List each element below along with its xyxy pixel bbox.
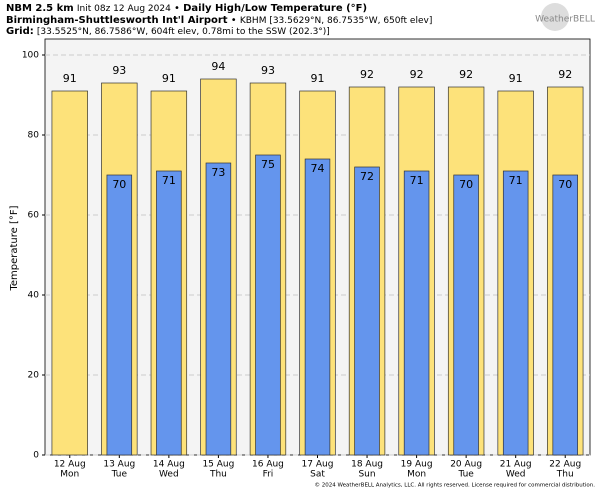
low-value-label: 70 xyxy=(558,178,572,191)
x-tick-label: Thu xyxy=(209,470,227,480)
x-tick-label: 22 Aug xyxy=(549,460,581,470)
separator: • xyxy=(231,15,237,26)
header-line-2: Birmingham-Shuttlesworth Int'l Airport •… xyxy=(6,15,432,26)
x-tick-label: 17 Aug xyxy=(302,460,334,470)
x-tick-label: 16 Aug xyxy=(252,460,284,470)
y-tick-label: 20 xyxy=(28,371,40,381)
y-tick-label: 40 xyxy=(28,291,40,301)
high-bar xyxy=(51,90,88,456)
high-value-label: 93 xyxy=(261,64,275,77)
x-tick-label: Fri xyxy=(263,470,274,480)
x-tick-label: 12 Aug xyxy=(54,460,86,470)
grid-info: [33.5525°N, 86.7586°W, 604ft elev, 0.78m… xyxy=(37,27,330,37)
low-value-label: 74 xyxy=(311,162,325,175)
x-tick-label: Tue xyxy=(111,470,128,480)
footer: © 2024 WeatherBELL Analytics, LLC. All r… xyxy=(315,482,596,489)
logo-mark xyxy=(541,3,569,31)
x-tick-label: Mon xyxy=(407,470,426,480)
low-bar xyxy=(106,174,133,456)
low-value-label: 71 xyxy=(509,174,523,187)
low-bar xyxy=(552,174,578,456)
low-bar xyxy=(255,154,281,456)
low-value-label: 71 xyxy=(162,174,176,187)
station-info: KBHM [33.5629°N, 86.7535°W, 650ft elev] xyxy=(240,16,432,26)
low-bar xyxy=(156,170,182,456)
high-value-label: 93 xyxy=(112,64,126,77)
x-tick-label: 19 Aug xyxy=(401,460,433,470)
header-line-3: Grid: [33.5525°N, 86.7586°W, 604ft elev,… xyxy=(6,26,330,37)
high-value-label: 91 xyxy=(162,72,176,85)
x-tick-label: Thu xyxy=(556,470,574,480)
y-tick-label: 0 xyxy=(33,451,39,461)
logo: WeatherBELL xyxy=(535,15,595,25)
low-value-label: 73 xyxy=(211,166,225,179)
chart-title: Daily High/Low Temperature (°F) xyxy=(183,3,367,14)
x-tick-label: 14 Aug xyxy=(153,460,185,470)
x-tick-label: 20 Aug xyxy=(450,460,482,470)
station: Birmingham-Shuttlesworth Int'l Airport xyxy=(6,15,228,26)
grid-label: Grid: xyxy=(6,26,34,37)
low-bar xyxy=(304,158,331,456)
high-value-label: 92 xyxy=(410,68,424,81)
low-value-label: 70 xyxy=(112,178,126,191)
separator: • xyxy=(174,3,180,14)
low-bar xyxy=(502,170,529,456)
y-axis-label: Temperature [°F] xyxy=(9,205,20,291)
header-line-1: NBM 2.5 km Init 08z 12 Aug 2024 • Daily … xyxy=(6,3,367,14)
x-tick-label: Sat xyxy=(310,470,325,480)
x-tick-label: 13 Aug xyxy=(103,460,135,470)
x-tick-label: Mon xyxy=(60,470,79,480)
low-bar xyxy=(205,162,232,456)
low-value-label: 75 xyxy=(261,158,275,171)
low-value-label: 71 xyxy=(410,174,424,187)
high-value-label: 92 xyxy=(558,68,572,81)
init: Init 08z 12 Aug 2024 xyxy=(77,4,171,14)
high-value-label: 91 xyxy=(509,72,523,85)
low-value-label: 72 xyxy=(360,170,374,183)
y-tick-label: 60 xyxy=(28,211,40,221)
x-tick-label: 21 Aug xyxy=(500,460,532,470)
high-value-label: 92 xyxy=(459,68,473,81)
low-bar xyxy=(453,174,479,456)
low-bar xyxy=(354,166,380,456)
x-tick-label: 18 Aug xyxy=(351,460,383,470)
x-tick-label: Wed xyxy=(506,470,526,480)
y-tick-label: 100 xyxy=(22,51,39,61)
low-bar xyxy=(403,170,430,456)
x-tick-label: Wed xyxy=(159,470,179,480)
high-value-label: 91 xyxy=(311,72,325,85)
low-value-label: 70 xyxy=(459,178,473,191)
x-tick-label: Sun xyxy=(358,470,375,480)
x-tick-label: Tue xyxy=(457,470,474,480)
y-tick-label: 80 xyxy=(28,131,40,141)
x-tick-label: 15 Aug xyxy=(202,460,234,470)
high-value-label: 91 xyxy=(63,72,77,85)
high-value-label: 92 xyxy=(360,68,374,81)
high-value-label: 94 xyxy=(211,60,225,73)
model: NBM 2.5 km xyxy=(6,3,74,14)
